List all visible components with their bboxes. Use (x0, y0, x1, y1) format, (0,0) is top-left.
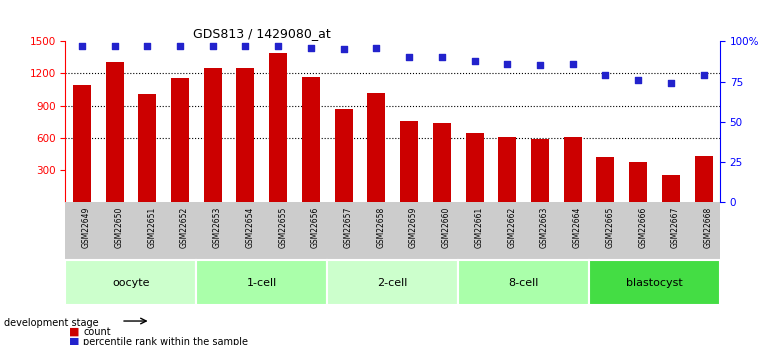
Bar (171, 78, 189, 202)
Point (567, 61, 579, 67)
Text: GSM22663: GSM22663 (540, 207, 549, 248)
Bar (73, 85, 91, 202)
Bar (204, 68, 222, 202)
Bar (65, 260, 196, 305)
Point (632, 77, 644, 83)
Point (141, 43, 153, 49)
Bar (335, 109, 353, 202)
Text: GSM22650: GSM22650 (115, 207, 123, 248)
Text: GSM22667: GSM22667 (671, 207, 680, 248)
Bar (433, 123, 450, 202)
Bar (629, 162, 647, 202)
Bar (139, 94, 156, 202)
Point (468, 58, 480, 63)
Text: ■: ■ (69, 327, 80, 337)
Point (109, 43, 121, 49)
Bar (662, 175, 680, 202)
Point (698, 72, 710, 78)
Point (370, 45, 383, 51)
Text: GSM22651: GSM22651 (147, 207, 156, 248)
Text: GSM22660: GSM22660 (442, 207, 450, 248)
Text: GSM22652: GSM22652 (180, 207, 189, 248)
Bar (105, 62, 123, 202)
Text: development stage: development stage (4, 318, 99, 327)
Text: 8-cell: 8-cell (508, 278, 539, 288)
Text: 1-cell: 1-cell (246, 278, 277, 288)
Title: GDS813 / 1429080_at: GDS813 / 1429080_at (193, 27, 330, 40)
Bar (367, 93, 385, 202)
Bar (236, 68, 254, 202)
Bar (458, 260, 589, 305)
Bar (498, 137, 516, 202)
Point (239, 43, 252, 49)
Text: GSM22657: GSM22657 (343, 207, 353, 248)
Text: GSM22666: GSM22666 (638, 207, 647, 248)
Text: GSM22662: GSM22662 (507, 207, 516, 248)
Bar (466, 134, 484, 202)
Bar (597, 157, 614, 202)
Point (403, 55, 415, 60)
Bar (531, 139, 549, 202)
Text: 2-cell: 2-cell (377, 278, 408, 288)
Text: GSM22654: GSM22654 (246, 207, 254, 248)
Text: GSM22653: GSM22653 (213, 207, 222, 248)
Text: count: count (83, 327, 111, 337)
Point (337, 47, 350, 52)
Point (534, 63, 546, 68)
Point (501, 61, 514, 67)
Bar (695, 156, 712, 202)
Text: GSM22659: GSM22659 (409, 207, 418, 248)
Text: percentile rank within the sample: percentile rank within the sample (83, 337, 248, 345)
Text: GSM22655: GSM22655 (278, 207, 287, 248)
Point (665, 80, 677, 86)
Point (174, 43, 186, 49)
Text: GSM22656: GSM22656 (311, 207, 320, 248)
Text: GSM22665: GSM22665 (605, 207, 614, 248)
Text: GSM22668: GSM22668 (704, 207, 712, 248)
Bar (327, 260, 458, 305)
Text: oocyte: oocyte (112, 278, 149, 288)
Point (206, 43, 219, 49)
Text: GSM22664: GSM22664 (573, 207, 581, 248)
Point (272, 43, 284, 49)
Point (599, 72, 611, 78)
Point (305, 45, 317, 51)
Point (436, 55, 448, 60)
Text: GSM22661: GSM22661 (474, 207, 484, 248)
Bar (270, 53, 287, 202)
Bar (196, 260, 327, 305)
Bar (400, 120, 418, 202)
Text: GSM22658: GSM22658 (377, 207, 385, 248)
Bar (564, 137, 581, 202)
Bar (302, 77, 320, 202)
Text: GSM22649: GSM22649 (82, 207, 91, 248)
Text: ■: ■ (69, 337, 80, 345)
Point (75, 43, 88, 49)
Bar (589, 260, 720, 305)
Text: blastocyst: blastocyst (626, 278, 683, 288)
